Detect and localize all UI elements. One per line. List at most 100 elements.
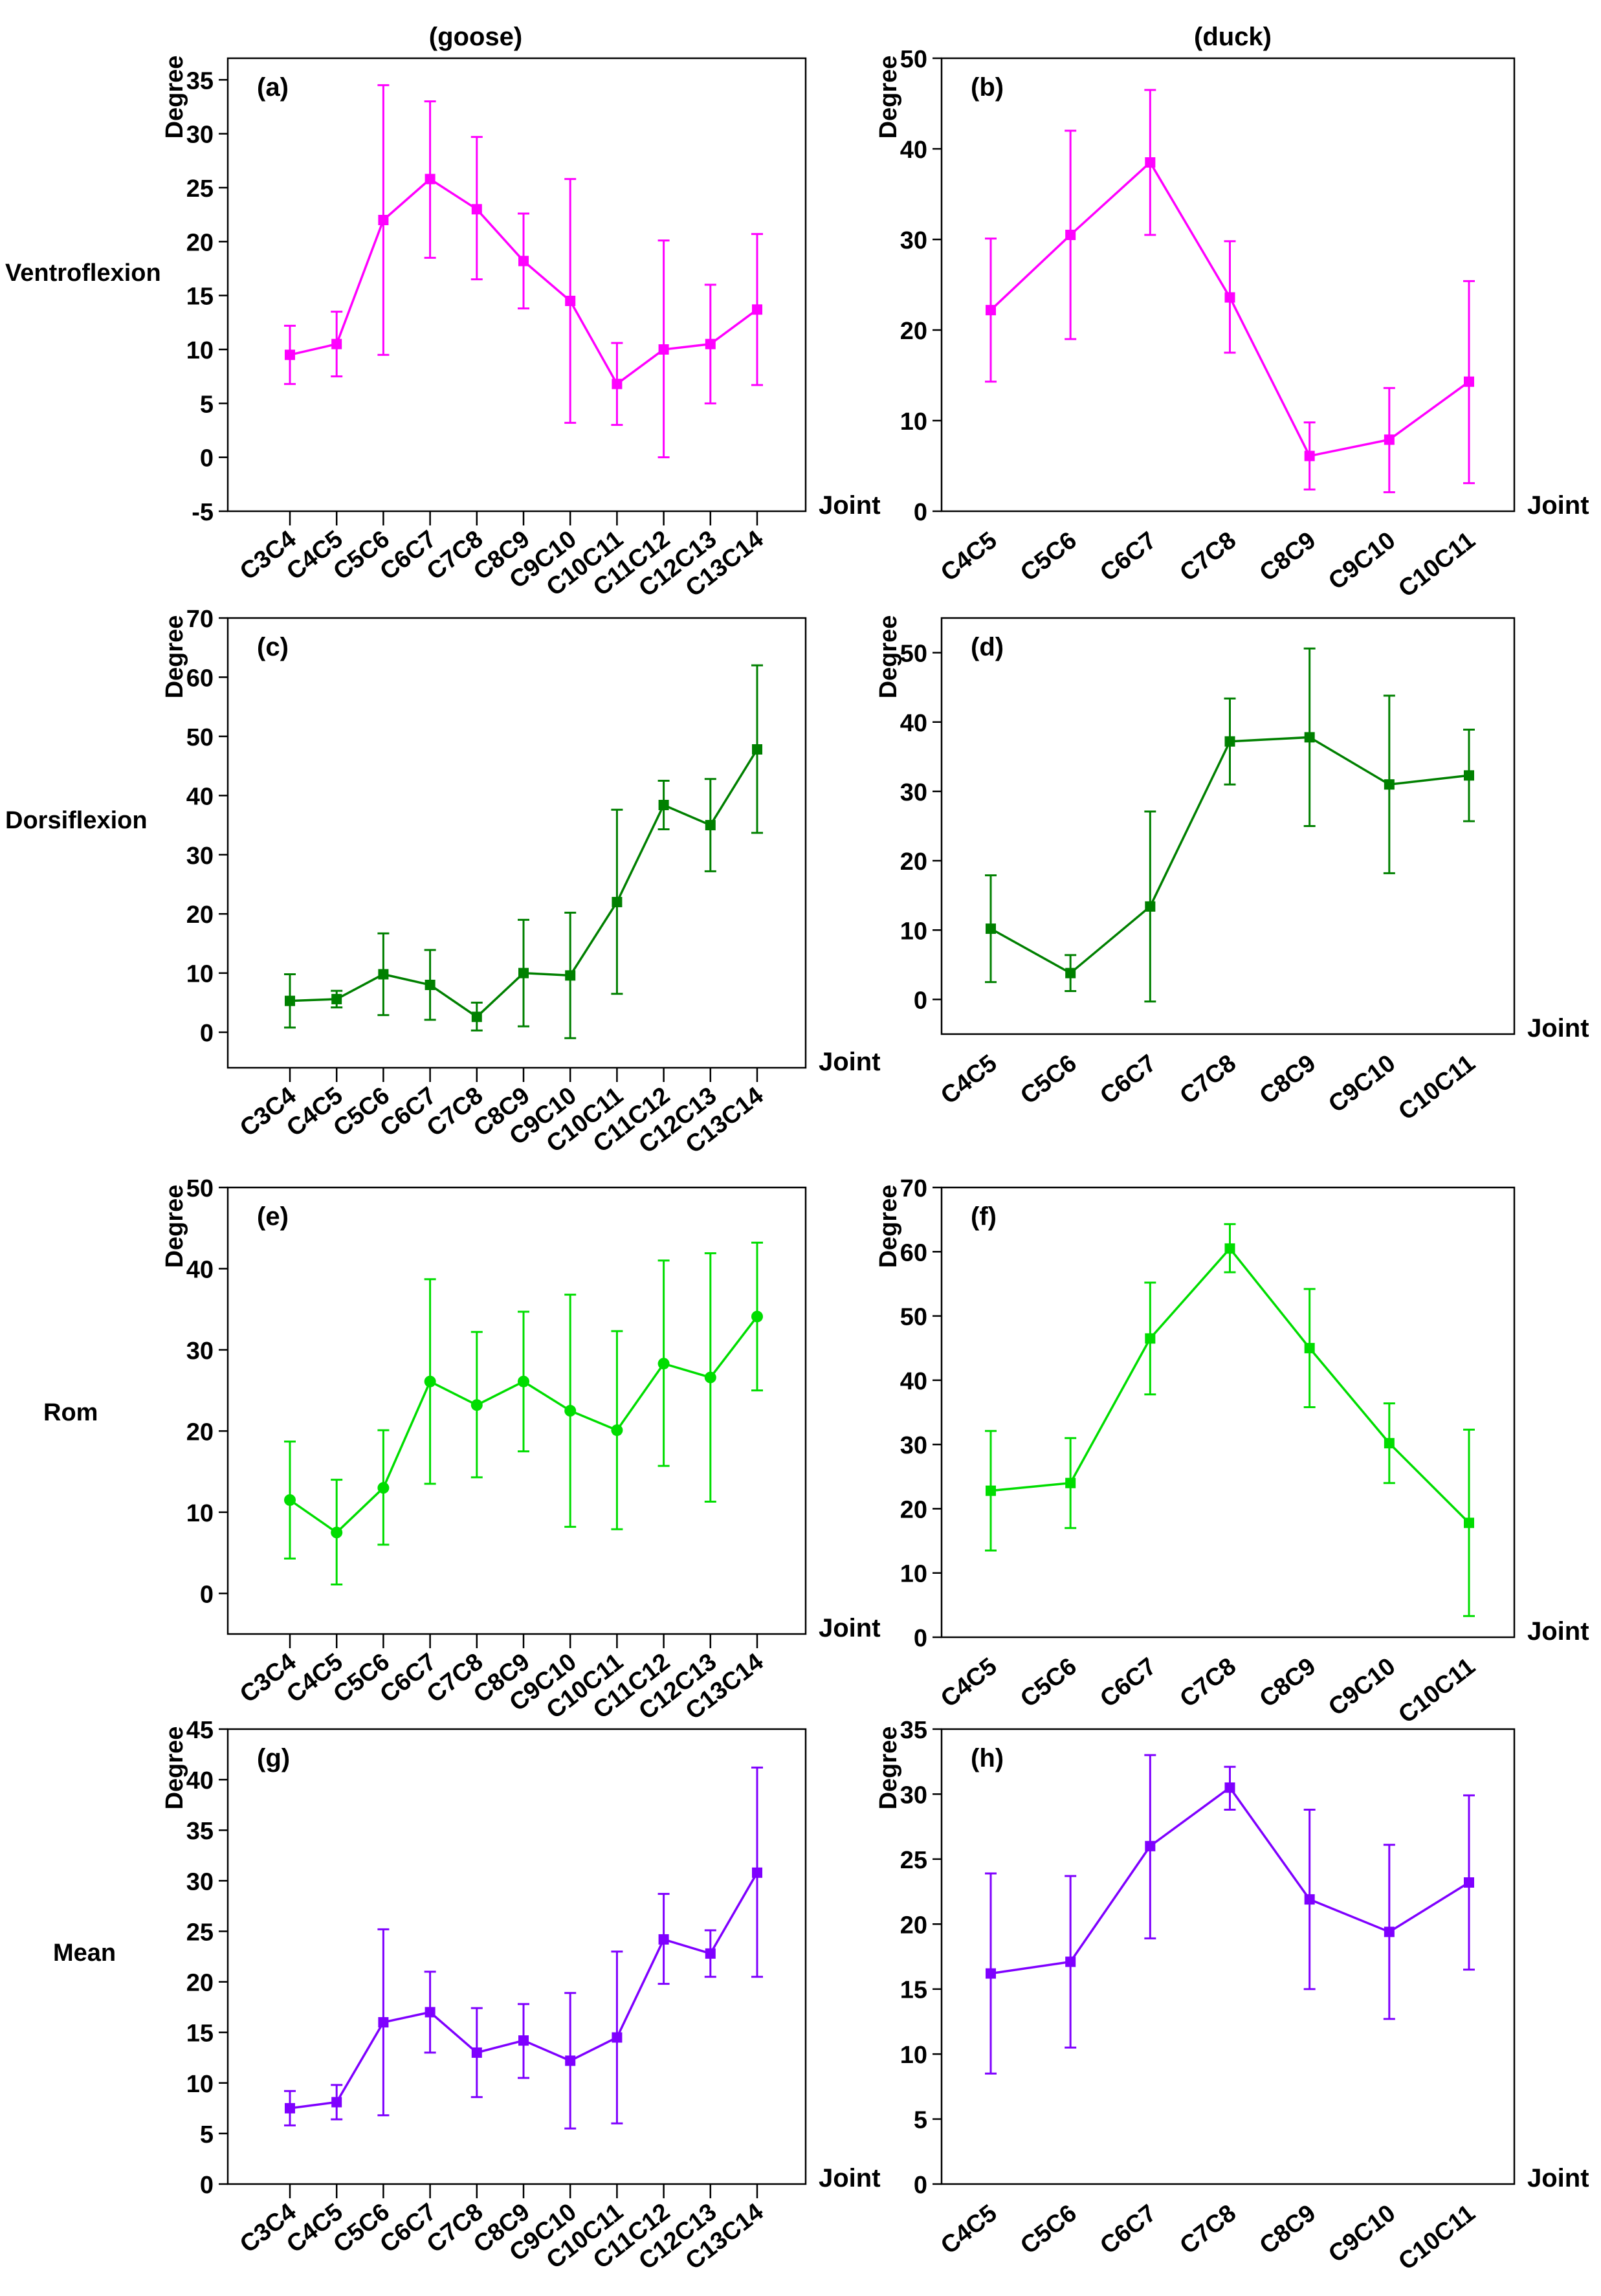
y-tick-label-d: 40 (900, 710, 927, 737)
data-point-b (986, 305, 996, 316)
y-axis-title-e: Degree (161, 1185, 188, 1268)
data-point-g (425, 2007, 436, 2018)
data-point-c (565, 970, 576, 981)
plot-frame-b (940, 57, 1516, 513)
y-tick-label-f: 70 (900, 1175, 927, 1202)
data-point-g (378, 2017, 389, 2028)
y-tick-label-g: 20 (186, 1970, 214, 1997)
data-point-e (751, 1310, 763, 1323)
data-point-c (612, 896, 623, 907)
x-axis-title-b: Joint (1527, 491, 1589, 520)
data-point-c (425, 979, 436, 990)
x-tick-label-d: C9C10 (1323, 1050, 1400, 1118)
x-tick-label-b: C10C11 (1393, 527, 1480, 603)
y-tick-label-g: 45 (186, 1717, 214, 1744)
y-tick-label-f: 30 (900, 1432, 927, 1459)
data-point-a (425, 173, 436, 184)
y-tick-label-a: 10 (186, 337, 214, 364)
data-point-f (1384, 1438, 1395, 1449)
data-point-g (471, 2047, 482, 2058)
data-point-a (471, 204, 482, 215)
y-tick-label-h: 10 (900, 2042, 927, 2069)
data-point-a (518, 256, 529, 267)
data-point-f (1065, 1477, 1076, 1488)
x-tick-label-f: C4C5 (936, 1653, 1002, 1713)
x-tick-label-b: C4C5 (936, 527, 1002, 587)
x-axis-title-f: Joint (1527, 1617, 1589, 1646)
data-point-c (658, 799, 669, 810)
data-point-e (284, 1494, 296, 1506)
plot-frame-e (226, 1186, 807, 1635)
x-tick-label-b: C8C9 (1255, 527, 1321, 587)
x-tick-label-d: C8C9 (1255, 1050, 1321, 1110)
x-axis-title-h: Joint (1527, 2164, 1589, 2192)
data-point-a (378, 215, 389, 225)
panel-c: 010203040506070DegreeJoint(c)C3C4C4C5C5C… (161, 606, 881, 1159)
x-tick-label-d: C7C8 (1175, 1050, 1241, 1110)
y-tick-label-g: 5 (200, 2121, 214, 2148)
y-axis-title-c: Degree (161, 615, 188, 699)
y-tick-label-f: 40 (900, 1368, 927, 1395)
panel-label-b: (b) (971, 73, 1004, 102)
y-tick-label-b: 20 (900, 318, 927, 345)
data-point-g (331, 2097, 342, 2108)
y-tick-label-a: 0 (200, 445, 214, 472)
y-axis-title-a: Degree (161, 56, 188, 139)
data-point-b (1065, 230, 1076, 240)
row-label-mean: Mean (53, 1939, 116, 1967)
panel-label-f: (f) (971, 1202, 997, 1231)
x-tick-label-d: C10C11 (1393, 1050, 1480, 1126)
row-label-ventroflexion: Ventroflexion (5, 259, 161, 287)
data-point-f (1304, 1343, 1315, 1354)
panel-g: 051015202530354045DegreeJoint(g)C3C4C4C5… (161, 1717, 881, 2275)
y-tick-label-g: 40 (186, 1767, 214, 1794)
x-tick-label-h: C7C8 (1175, 2200, 1241, 2260)
y-tick-label-g: 30 (186, 1868, 214, 1895)
data-point-b (1224, 292, 1235, 303)
y-tick-label-f: 10 (900, 1561, 927, 1588)
data-point-b (1304, 450, 1315, 461)
x-axis-title-a: Joint (819, 491, 881, 520)
data-point-d (986, 923, 996, 934)
data-point-h (1065, 1956, 1076, 1967)
y-tick-label-b: 50 (900, 46, 927, 73)
data-point-d (1065, 967, 1076, 978)
y-tick-label-d: 30 (900, 779, 927, 806)
data-point-c (471, 1011, 482, 1022)
y-tick-label-d: 10 (900, 918, 927, 945)
data-point-h (1224, 1782, 1235, 1793)
y-tick-label-a: 30 (186, 122, 214, 149)
data-point-f (1224, 1243, 1235, 1254)
plot-frame-c (226, 617, 807, 1069)
data-point-a (285, 349, 295, 360)
data-point-c (378, 969, 389, 980)
y-tick-label-f: 50 (900, 1304, 927, 1331)
data-point-e (518, 1375, 529, 1387)
data-point-a (658, 344, 669, 355)
x-tick-label-d: C6C7 (1095, 1050, 1161, 1110)
y-tick-label-b: 40 (900, 137, 927, 164)
panel-label-c: (c) (257, 633, 289, 661)
data-point-b (1464, 376, 1474, 387)
y-tick-label-g: 10 (186, 2071, 214, 2098)
plot-frame-h (940, 1728, 1516, 2185)
y-tick-label-d: 50 (900, 641, 927, 668)
x-tick-label-h: C10C11 (1393, 2200, 1480, 2276)
data-point-e (657, 1358, 670, 1370)
chart-panels: -505101520253035DegreeJoint(a)C3C4C4C5C5… (161, 46, 1589, 2276)
x-tick-label-h: C4C5 (936, 2200, 1002, 2260)
data-point-e (424, 1375, 436, 1387)
data-point-g (518, 2035, 529, 2046)
x-tick-label-h: C5C6 (1015, 2200, 1081, 2260)
y-tick-label-c: 70 (186, 606, 214, 633)
data-point-a (705, 338, 716, 349)
y-tick-label-h: 20 (900, 1912, 927, 1939)
x-tick-label-d: C5C6 (1015, 1050, 1081, 1110)
y-tick-label-a: 5 (200, 391, 214, 418)
y-tick-label-g: 15 (186, 2020, 214, 2048)
data-point-e (331, 1527, 343, 1539)
y-tick-label-a: 25 (186, 175, 214, 203)
